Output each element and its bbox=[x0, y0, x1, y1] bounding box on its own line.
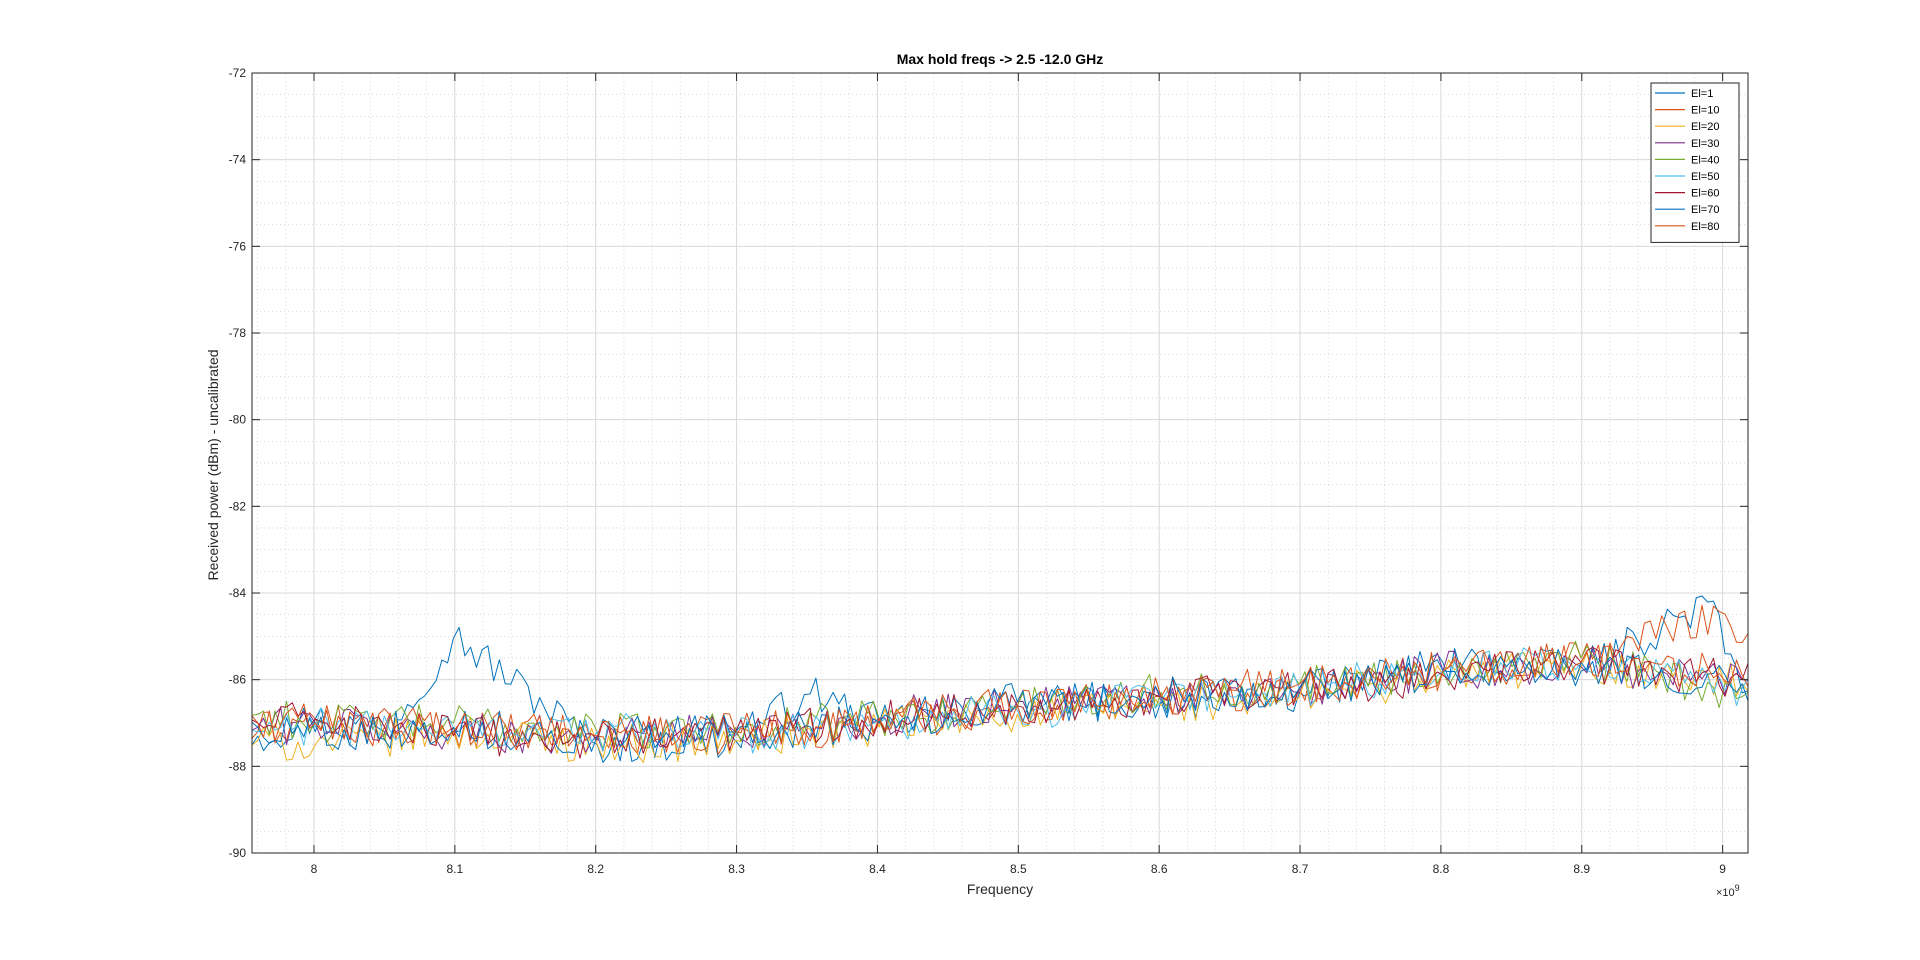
series-line-el-60 bbox=[251, 646, 1749, 759]
series-lines bbox=[251, 595, 1749, 764]
plot-frame bbox=[251, 72, 1749, 854]
x-tick-label: 8 bbox=[311, 862, 318, 876]
grid bbox=[252, 72, 1748, 854]
y-tick-label: -72 bbox=[229, 66, 247, 80]
series-line-el-20 bbox=[251, 652, 1749, 764]
y-tick-label: -86 bbox=[229, 673, 247, 687]
x-axis-exponent: ×109 bbox=[1716, 883, 1740, 899]
legend-label: El=70 bbox=[1691, 204, 1719, 216]
legend-label: El=80 bbox=[1691, 221, 1719, 233]
x-tick-label: 8.1 bbox=[447, 862, 464, 876]
x-tick-label: 8.2 bbox=[587, 862, 604, 876]
x-axis-label: Frequency bbox=[967, 881, 1033, 897]
y-tick-label: -80 bbox=[229, 413, 247, 427]
y-tick-label: -88 bbox=[229, 759, 247, 773]
x-tick-label: 8.8 bbox=[1433, 862, 1450, 876]
x-axis-exponent-power: 9 bbox=[1735, 883, 1740, 893]
x-tick-label: 8.3 bbox=[728, 862, 745, 876]
y-axis-label: Received power (dBm) - uncalibrated bbox=[205, 349, 221, 580]
legend-label: El=30 bbox=[1691, 138, 1719, 150]
legend-label: El=20 bbox=[1691, 121, 1719, 133]
legend-label: El=50 bbox=[1691, 171, 1719, 183]
y-tick-label: -90 bbox=[229, 846, 247, 860]
x-tick-label: 9 bbox=[1719, 862, 1726, 876]
chart-title: Max hold freqs -> 2.5 -12.0 GHz bbox=[897, 51, 1104, 67]
legend: El=1 El=10 El=20 El=30 El=40 El=50 El=60 El=70 E… bbox=[1650, 82, 1740, 243]
legend-label: El=10 bbox=[1691, 105, 1719, 117]
x-tick-label: 8.6 bbox=[1151, 862, 1168, 876]
y-tick-label: -76 bbox=[229, 239, 247, 253]
y-tick-label: -84 bbox=[229, 586, 247, 600]
y-tick-label: -74 bbox=[229, 153, 247, 167]
x-axis-exponent-base: ×10 bbox=[1716, 887, 1735, 899]
axis-ticks: 8 8.1 8.2 8.3 8.4 8.5 8.6 8.7 8.8 8.9 9 -90 -88 -86 -8… bbox=[229, 66, 1748, 876]
series-line-el-50 bbox=[251, 647, 1749, 754]
x-tick-label: 8.5 bbox=[1010, 862, 1027, 876]
series-line-el-80 bbox=[251, 645, 1749, 751]
x-tick-label: 8.9 bbox=[1573, 862, 1590, 876]
y-tick-label: -78 bbox=[229, 326, 247, 340]
x-tick-label: 8.7 bbox=[1292, 862, 1309, 876]
legend-label: El=1 bbox=[1691, 88, 1713, 100]
legend-label: El=40 bbox=[1691, 154, 1719, 166]
x-tick-label: 8.4 bbox=[869, 862, 886, 876]
y-tick-label: -82 bbox=[229, 499, 247, 513]
legend-label: El=60 bbox=[1691, 188, 1719, 200]
